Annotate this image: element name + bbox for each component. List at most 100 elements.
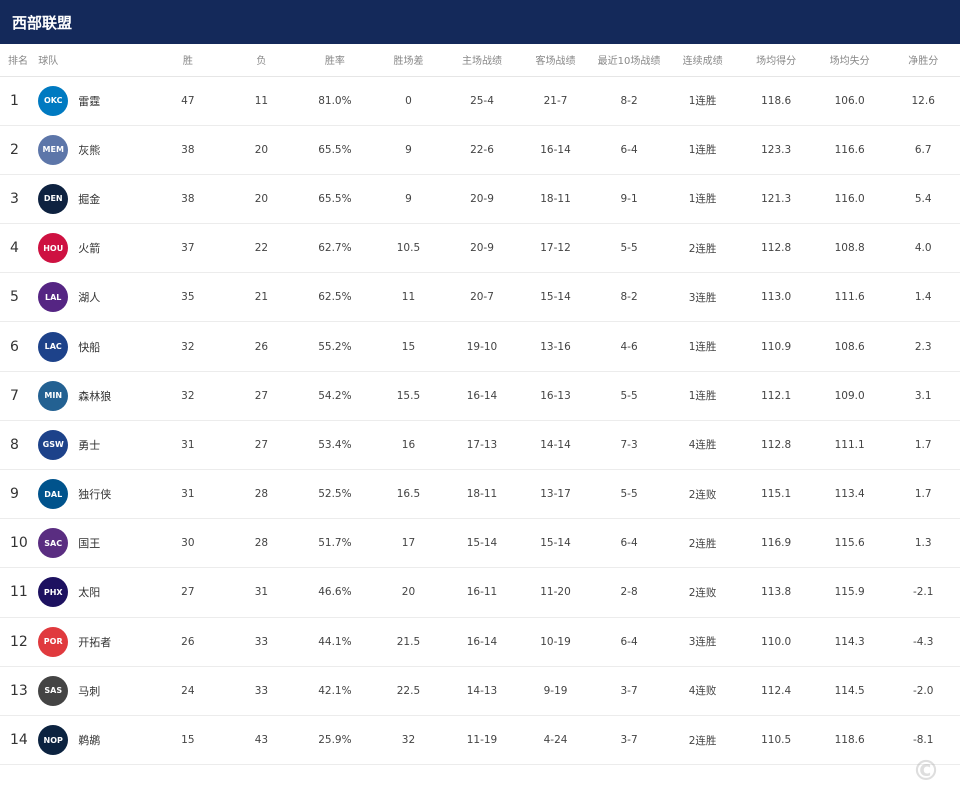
opp-ppg-cell: 108.8 [834,242,865,255]
team-cell[interactable]: NOP 鹈鹕 [30,715,151,764]
ppg-cell: 113.0 [761,291,792,304]
team-cell[interactable]: GSW 勇士 [30,420,151,469]
team-logo-icon[interactable]: SAS [38,675,69,706]
team-cell[interactable]: SAS 马刺 [30,666,151,715]
team-logo-icon[interactable]: LAL [38,282,69,313]
team-cell[interactable]: MEM 灰熊 [30,125,151,174]
table-row[interactable]: 1 OKC 雷霆 47 11 81.0% 0 25-4 21-7 8-2 1连胜 118.6 106.0… [0,76,960,126]
table-row[interactable]: 13 SAS 马刺 24 33 42.1% 22.5 14-13 9-19 3-7 4连败 112.4… [0,666,960,716]
table-row[interactable]: 12 POR 开拓者 26 33 44.1% 21.5 16-14 10-19 6-4 3连胜 110… [0,617,960,667]
away-record-cell: 17-12 [540,242,571,255]
away-record-cell: 14-14 [540,438,571,451]
table-row[interactable]: 3 DEN 掘金 38 20 65.5% 9 20-9 18-11 9-1 1连胜 121.3 116.… [0,174,960,224]
table-row[interactable]: 5 LAL 湖人 35 21 62.5% 11 20-7 15-14 8-2 3连胜 113.0 111… [0,273,960,322]
team-name[interactable]: 独行侠 [78,488,112,502]
team-name[interactable]: 掘金 [78,192,101,206]
away-record-cell: 18-11 [540,192,571,205]
table-row[interactable]: 2 MEM 灰熊 38 20 65.5% 9 22-6 16-14 6-4 1连胜 123.3 116.… [0,125,960,175]
team-logo-icon[interactable]: GSW [38,429,69,460]
team-cell[interactable]: OKC 雷霆 [30,76,151,125]
table-row[interactable]: 4 HOU 火箭 37 22 62.7% 10.5 20-9 17-12 5-5 2连胜 112.8 1… [0,224,960,273]
team-name[interactable]: 开拓者 [78,635,112,649]
last10-cell: 2-8 [620,586,638,599]
opp-ppg-cell: 109.0 [834,389,865,402]
streak-cell: 3连胜 [688,291,717,304]
win-pct-cell: 52.5% [318,488,352,501]
team-name[interactable]: 森林狼 [78,389,112,403]
team-cell[interactable]: DEN 掘金 [30,174,151,223]
win-pct-cell: 44.1% [318,635,352,648]
streak-cell: 2连败 [688,586,717,599]
team-cell[interactable]: DAL 独行侠 [30,470,151,519]
team-logo-icon[interactable]: DAL [38,479,69,510]
table-row[interactable]: 8 GSW 勇士 31 27 53.4% 16 17-13 14-14 7-3 4连胜 112.8 11… [0,420,960,470]
team-logo-icon[interactable]: DEN [38,183,69,214]
column-header-ppg: 场均得分 [739,44,813,77]
team-logo-icon[interactable]: SAC [38,528,69,559]
table-row[interactable]: 14 NOP 鹈鹕 15 43 25.9% 32 11-19 4-24 3-7 2连胜 110.5 11… [0,715,960,765]
team-logo-icon[interactable]: LAC [38,331,69,362]
win-pct-cell: 65.5% [318,192,352,205]
ppg-cell: 118.6 [761,94,792,107]
team-cell[interactable]: HOU 火箭 [30,224,151,273]
table-row[interactable]: 9 DAL 独行侠 31 28 52.5% 16.5 18-11 13-17 5-5 2连败 115.… [0,470,960,519]
column-header-rank: 排名 [0,44,31,77]
team-logo-icon[interactable]: HOU [38,233,69,264]
rank-cell: 13 [10,682,28,699]
point-diff-cell: 6.7 [914,143,932,156]
team-logo-icon[interactable]: MEM [38,134,69,165]
wins-cell: 31 [181,488,195,501]
losses-cell: 27 [254,438,269,451]
team-name[interactable]: 勇士 [78,438,101,452]
losses-cell: 31 [254,586,269,599]
table-header-row: 排名 球队 胜 负 胜率 胜场差 主场战绩 客场战绩 最近10场战绩 连续成绩 … [0,44,960,77]
away-record-cell: 13-16 [540,340,571,353]
team-logo-icon[interactable]: POR [38,626,69,657]
wins-cell: 24 [181,684,195,697]
team-cell[interactable]: PHX 太阳 [30,568,151,617]
team-cell[interactable]: POR 开拓者 [30,617,151,666]
ppg-cell: 112.1 [761,389,792,402]
column-header-home: 主场战绩 [445,44,519,77]
team-cell[interactable]: MIN 森林狼 [30,371,151,420]
team-logo-icon[interactable]: OKC [38,85,69,116]
table-row[interactable]: 11 PHX 太阳 27 31 46.6% 20 16-11 11-20 2-8 2连败 113.8 1… [0,568,960,618]
team-name[interactable]: 湖人 [78,291,101,305]
team-name[interactable]: 雷霆 [78,94,101,108]
home-record-cell: 16-11 [466,586,498,599]
team-name[interactable]: 国王 [78,537,101,551]
opp-ppg-cell: 114.3 [834,635,865,648]
table-row[interactable]: 10 SAC 国王 30 28 51.7% 17 15-14 15-14 6-4 2连胜 116.9 1… [0,519,960,568]
win-pct-cell: 42.1% [318,684,352,697]
team-name[interactable]: 灰熊 [78,143,101,157]
team-logo-icon[interactable]: PHX [38,577,69,608]
team-cell[interactable]: LAL 湖人 [30,273,151,322]
point-diff-cell: 3.1 [914,389,932,402]
win-pct-cell: 53.4% [318,438,352,451]
team-name[interactable]: 太阳 [78,586,101,600]
opp-ppg-cell: 108.6 [834,340,865,353]
team-cell[interactable]: SAC 国王 [30,519,151,568]
home-record-cell: 20-9 [470,192,494,205]
table-row[interactable]: 7 MIN 森林狼 32 27 54.2% 15.5 16-14 16-13 5-5 1连胜 112.… [0,371,960,421]
opp-ppg-cell: 115.9 [834,586,865,599]
team-cell[interactable]: LAC 快船 [30,322,151,371]
streak-cell: 2连胜 [688,242,717,255]
rank-cell: 7 [10,387,19,404]
team-logo-icon[interactable]: MIN [38,380,69,411]
table-row[interactable]: 6 LAC 快船 32 26 55.2% 15 19-10 13-16 4-6 1连胜 110.9 10… [0,322,960,372]
team-name[interactable]: 鹈鹕 [78,734,101,748]
opp-ppg-cell: 106.0 [834,94,865,107]
team-name[interactable]: 火箭 [78,242,101,256]
column-header-losses: 负 [224,44,299,77]
team-name[interactable]: 快船 [78,340,101,354]
team-name[interactable]: 马刺 [78,684,101,698]
column-header-last10: 最近10场战绩 [592,44,666,77]
losses-cell: 33 [254,635,269,648]
rank-cell: 14 [10,732,28,749]
opp-ppg-cell: 113.4 [834,488,865,501]
team-logo-icon[interactable]: NOP [38,725,69,756]
win-pct-cell: 81.0% [318,94,352,107]
point-diff-cell: -2.0 [912,684,934,697]
opp-ppg-cell: 118.6 [834,734,865,747]
